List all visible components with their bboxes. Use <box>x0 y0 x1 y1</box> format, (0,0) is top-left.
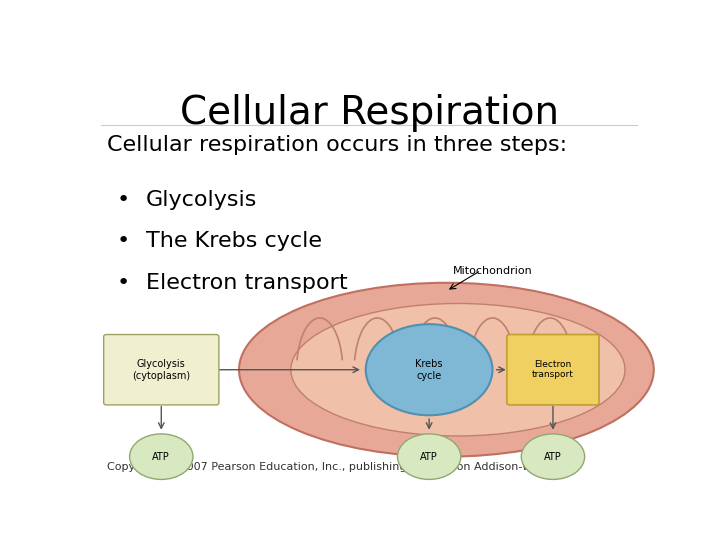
Text: Electron
transport: Electron transport <box>532 360 574 380</box>
FancyBboxPatch shape <box>507 334 599 405</box>
Text: Glycolysis
(cytoplasm): Glycolysis (cytoplasm) <box>132 359 190 381</box>
Text: Cellular respiration occurs in three steps:: Cellular respiration occurs in three ste… <box>107 136 567 156</box>
Text: •: • <box>117 231 130 251</box>
Text: ATP: ATP <box>420 451 438 462</box>
Text: ATP: ATP <box>153 451 170 462</box>
Circle shape <box>521 434 585 480</box>
Text: •: • <box>117 273 130 293</box>
Text: Mitochondrion: Mitochondrion <box>453 266 532 276</box>
Ellipse shape <box>291 303 625 436</box>
Text: ATP: ATP <box>544 451 562 462</box>
Text: Electron transport: Electron transport <box>145 273 348 293</box>
Circle shape <box>130 434 193 480</box>
FancyBboxPatch shape <box>104 334 219 405</box>
Text: •: • <box>117 190 130 210</box>
Circle shape <box>366 324 492 415</box>
Ellipse shape <box>239 283 654 457</box>
Circle shape <box>397 434 461 480</box>
Text: Krebs
cycle: Krebs cycle <box>415 359 443 381</box>
Text: Copyright © 2007 Pearson Education, Inc., publishing as Pearson Addison-Wesley: Copyright © 2007 Pearson Education, Inc.… <box>107 462 562 472</box>
Text: Cellular Respiration: Cellular Respiration <box>179 94 559 132</box>
Text: Glycolysis: Glycolysis <box>145 190 257 210</box>
Text: The Krebs cycle: The Krebs cycle <box>145 231 322 251</box>
